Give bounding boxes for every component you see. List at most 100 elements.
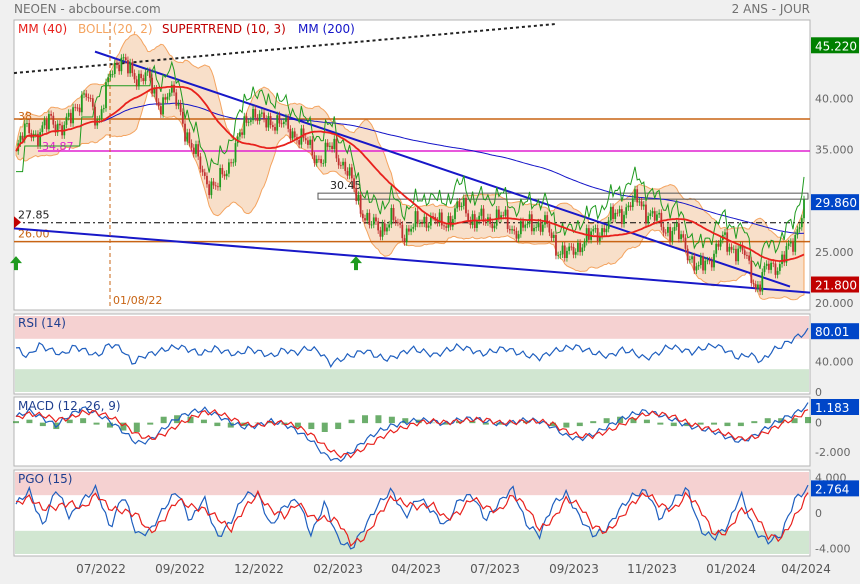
candle-body xyxy=(748,255,751,261)
candle-body xyxy=(449,216,452,227)
candle-body xyxy=(166,96,169,100)
macd-hist-bar xyxy=(308,422,315,430)
candle-body xyxy=(67,112,70,117)
candle-body xyxy=(675,223,678,227)
macd-hist-bar xyxy=(764,418,771,424)
price-y-tick: 35.000 xyxy=(815,144,854,157)
candle-body xyxy=(596,228,599,242)
candle-body xyxy=(318,158,320,160)
osc-last-value: 1.183 xyxy=(815,401,849,415)
candle-body xyxy=(579,242,582,253)
macd-hist-bar xyxy=(670,422,677,427)
candle-body xyxy=(43,119,46,126)
candle-body xyxy=(715,243,718,254)
rsi-title: RSI (14) xyxy=(18,316,66,330)
macd-hist-bar xyxy=(442,422,449,425)
candle-body xyxy=(423,216,426,224)
candle-body xyxy=(526,223,529,225)
x-tick-label: 04/2023 xyxy=(391,562,441,576)
candle-body xyxy=(206,175,208,185)
macd-hist-bar xyxy=(388,416,395,424)
candle-body xyxy=(493,225,496,229)
candle-body xyxy=(408,228,410,232)
candle-body xyxy=(677,223,680,240)
macd-title: MACD (12, 26, 9) xyxy=(18,399,121,413)
candle-body xyxy=(85,93,88,98)
candle-body xyxy=(69,112,72,124)
candle-body xyxy=(480,208,483,216)
macd-hist-bar xyxy=(724,422,731,427)
candle-body xyxy=(583,241,586,248)
chart-period: 2 ANS - JOUR xyxy=(732,2,810,16)
candle-body xyxy=(170,84,173,93)
candle-body xyxy=(372,217,375,225)
candle-body xyxy=(537,222,540,228)
candle-body xyxy=(276,115,279,131)
x-axis: 07/2022 09/2022 12/2022 02/2023 04/2023 07/20… xyxy=(76,562,831,576)
candle-body xyxy=(258,113,261,121)
candle-body xyxy=(609,206,612,221)
price-tag-label: 21.800 xyxy=(815,279,857,293)
candle-body xyxy=(179,103,182,112)
candle-body xyxy=(601,228,603,236)
candle-body xyxy=(614,212,617,219)
candle-body xyxy=(592,229,595,232)
candle-body xyxy=(776,270,779,275)
candle-body xyxy=(651,211,654,214)
candle-body xyxy=(241,132,243,135)
macd-hist-bar xyxy=(576,422,583,427)
candle-body xyxy=(135,79,138,87)
candle-body xyxy=(364,218,366,221)
candle-body xyxy=(581,247,584,253)
candle-body xyxy=(232,162,235,164)
candle-body xyxy=(425,216,428,228)
price-tag-label: 29.860 xyxy=(815,196,857,210)
candle-body xyxy=(594,228,597,230)
pgo-title: PGO (15) xyxy=(18,472,72,486)
candle-body xyxy=(346,170,349,176)
macd-hist-bar xyxy=(603,418,610,424)
candle-body xyxy=(781,254,783,265)
candle-body xyxy=(557,255,560,256)
candle-body xyxy=(217,186,219,188)
candle-body xyxy=(212,181,215,186)
candle-body xyxy=(309,139,312,145)
candle-body xyxy=(713,253,715,268)
candle-body xyxy=(238,132,241,137)
candle-body xyxy=(741,245,744,251)
level-label: 38 xyxy=(18,110,32,123)
candle-body xyxy=(548,223,551,233)
candle-body xyxy=(199,156,202,170)
macd-hist-bar xyxy=(348,419,355,424)
macd-hist-bar xyxy=(523,421,530,424)
macd-hist-bar xyxy=(93,422,100,425)
osc-last-tag xyxy=(811,480,859,497)
x-tick-label: 07/2022 xyxy=(76,562,126,576)
candle-body xyxy=(800,218,803,228)
candle-body xyxy=(572,246,575,255)
candle-body xyxy=(91,98,94,107)
trend-line-upper xyxy=(13,23,556,75)
macd-hist-bar xyxy=(39,422,46,427)
candle-body xyxy=(148,71,151,78)
macd-hist-bar xyxy=(362,415,369,424)
candle-body xyxy=(203,172,206,176)
candle-body xyxy=(19,135,22,144)
candle-body xyxy=(719,239,722,247)
candle-body xyxy=(436,220,439,223)
candle-body xyxy=(122,57,125,59)
candle-body xyxy=(381,223,384,237)
candle-body xyxy=(322,163,325,164)
candle-body xyxy=(234,143,237,163)
candle-body xyxy=(495,209,498,226)
candle-body xyxy=(629,205,632,208)
candle-body xyxy=(21,135,24,140)
legend-boll: BOLL (20, 2) xyxy=(78,22,153,36)
candle-body xyxy=(778,264,781,271)
macd-hist-bar xyxy=(66,419,73,424)
candle-body xyxy=(546,215,549,224)
macd-hist-bar xyxy=(563,422,570,428)
candle-body xyxy=(162,97,164,115)
candle-body xyxy=(688,259,691,261)
candle-body xyxy=(772,262,775,264)
